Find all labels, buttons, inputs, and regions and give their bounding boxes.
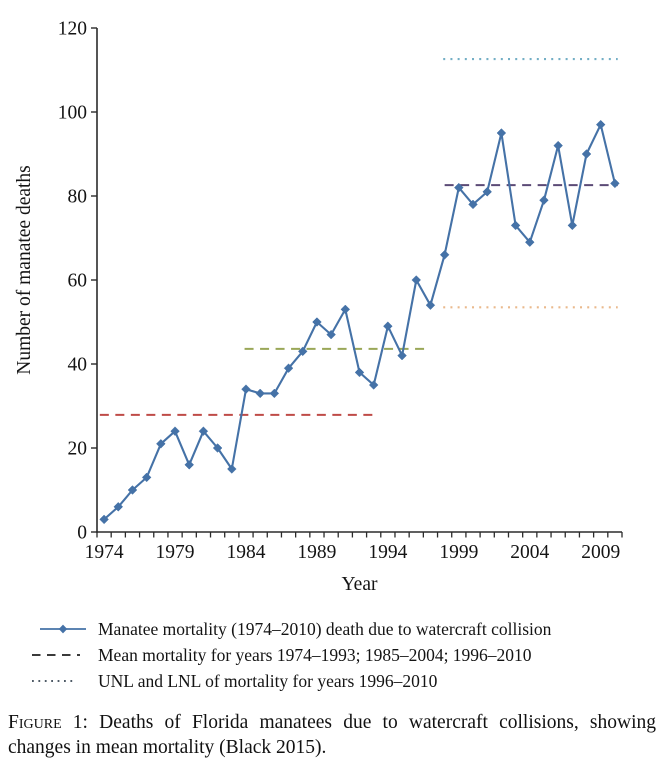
x-tick-label: 1994	[368, 542, 407, 563]
data-point-2009	[595, 119, 606, 130]
data-point-1981	[198, 426, 209, 436]
chart-legend: Manatee mortality (1974–2010) death due …	[30, 616, 664, 694]
x-axis-title: Year	[342, 574, 378, 595]
data-point-1975	[113, 502, 124, 512]
data-point-1978	[156, 439, 166, 449]
y-axis-ticks: 0 20 40 60 80 100 120	[58, 19, 97, 544]
data-point-2001	[482, 187, 492, 197]
legend-label-means: Mean mortality for years 1974–1993; 1985…	[98, 644, 532, 665]
series-manatee-mortality	[99, 119, 620, 525]
y-tick-label: 0	[77, 523, 87, 544]
y-tick-label: 20	[68, 439, 88, 460]
data-point-1995	[397, 350, 407, 361]
legend-label-limits: UNL and LNL of mortality for years 1996–…	[98, 670, 438, 691]
figure: 0 20 40 60 80 100 120 1974 1979 1984 1989 1994 1999 2…	[8, 19, 664, 760]
x-tick-label: 1984	[226, 542, 265, 563]
data-point-2005	[539, 195, 549, 205]
data-point-2010	[610, 178, 620, 189]
dashed-line-swatch-icon	[30, 646, 88, 664]
data-point-1989	[312, 317, 322, 327]
figure-caption-label: Figure 1:	[8, 712, 88, 733]
x-tick-label: 1974	[85, 542, 124, 563]
y-tick-label: 40	[68, 355, 88, 376]
data-point-1986	[269, 388, 280, 399]
data-point-1979	[170, 426, 180, 436]
reference-lines	[99, 57, 618, 416]
data-point-1992	[354, 367, 365, 378]
x-tick-label: 1989	[297, 542, 336, 563]
data-point-1991	[340, 304, 351, 315]
dashed-swatch-svg	[32, 654, 80, 656]
series-line	[103, 123, 616, 521]
data-point-1993	[368, 380, 379, 390]
data-point-1984	[241, 384, 251, 394]
figure-caption-text: Deaths of Florida manatees due to waterc…	[8, 712, 656, 758]
data-point-1977	[141, 472, 152, 483]
y-tick-label: 60	[68, 271, 88, 292]
dotted-line-swatch-icon	[30, 672, 88, 690]
data-point-2000	[468, 199, 478, 210]
figure-caption: Figure 1: Deaths of Florida manatees due…	[8, 710, 656, 760]
manatee-mortality-chart: 0 20 40 60 80 100 120 1974 1979 1984 1989 1994 1999 2…	[14, 19, 623, 595]
data-point-1988	[297, 346, 308, 357]
x-tick-label: 1979	[156, 542, 195, 563]
data-point-1987	[283, 363, 294, 373]
y-axis-title: Number of manatee deaths	[14, 165, 35, 375]
line-diamond-swatch-svg	[40, 624, 86, 634]
data-point-1980	[184, 460, 194, 470]
data-point-2002	[496, 128, 507, 138]
data-point-1996	[411, 275, 422, 285]
data-point-1997	[425, 300, 436, 310]
data-point-1976	[127, 485, 138, 495]
data-point-1982	[212, 443, 223, 453]
legend-label-series: Manatee mortality (1974–2010) death due …	[98, 618, 552, 639]
x-axis-ticks: 1974 1979 1984 1989 1994 1999 2004 2009	[85, 532, 623, 563]
data-point-1983	[227, 464, 237, 474]
x-tick-label: 1999	[439, 542, 478, 563]
data-point-2004	[525, 237, 535, 247]
axes	[96, 28, 622, 533]
legend-item-limits: UNL and LNL of mortality for years 1996–…	[30, 668, 664, 694]
data-point-1985	[255, 388, 265, 399]
x-tick-label: 2009	[581, 542, 620, 563]
data-point-2008	[581, 149, 592, 159]
y-tick-label: 120	[58, 19, 87, 40]
data-point-2007	[567, 220, 578, 231]
data-point-1994	[383, 321, 393, 331]
data-point-1990	[326, 329, 336, 340]
data-point-2006	[553, 140, 563, 151]
y-tick-label: 80	[68, 187, 88, 208]
x-tick-label: 2004	[510, 542, 549, 563]
line-diamond-swatch-icon	[38, 620, 88, 638]
legend-item-series: Manatee mortality (1974–2010) death due …	[30, 616, 664, 642]
legend-item-means: Mean mortality for years 1974–1993; 1985…	[30, 642, 664, 668]
data-point-1998	[439, 250, 450, 260]
dotted-swatch-svg	[32, 680, 76, 682]
chart-svg: 0 20 40 60 80 100 120 1974 1979 1984 1989 1994 1999 2…	[14, 19, 623, 595]
data-point-2003	[510, 220, 521, 231]
data-point-1974	[99, 514, 109, 525]
data-point-1999	[454, 182, 464, 193]
y-tick-label: 100	[58, 103, 87, 124]
